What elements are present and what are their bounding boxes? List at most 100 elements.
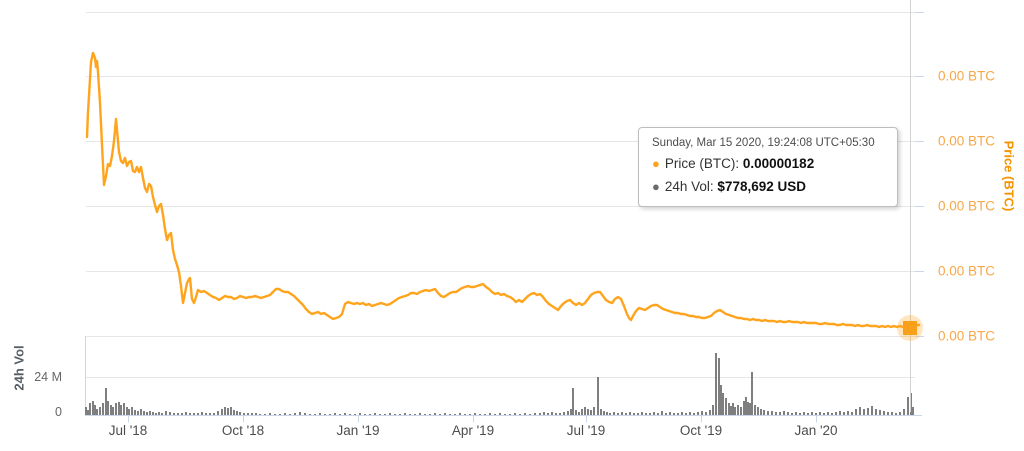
volume-bar — [264, 414, 266, 415]
volume-bar — [613, 412, 615, 415]
volume-bar — [87, 410, 89, 415]
volume-bar — [563, 412, 565, 415]
volume-bar — [158, 412, 160, 415]
volume-bar — [534, 413, 536, 415]
volume-bar — [213, 413, 215, 415]
volume-bar — [454, 414, 456, 415]
volume-bar — [514, 413, 516, 415]
volume-bar — [575, 410, 577, 415]
volume-bar — [581, 409, 583, 415]
volume-bar — [617, 413, 619, 415]
volume-bar — [689, 412, 691, 415]
volume-bar — [126, 407, 128, 415]
volume-bar — [474, 413, 476, 415]
volume-bar — [137, 411, 139, 415]
volume-bar — [529, 414, 531, 415]
volume-bar — [374, 413, 376, 415]
tooltip-price-label: Price (BTC): — [664, 156, 740, 171]
volume-bar — [863, 409, 865, 415]
volume-axis-tick-label: 24 M — [34, 370, 62, 384]
volume-bar — [369, 414, 371, 415]
volume-bar — [384, 414, 386, 415]
price-series-bullet-icon: ● — [652, 156, 660, 171]
volume-bar — [115, 403, 117, 415]
volume-bar — [567, 411, 569, 415]
volume-bar — [629, 412, 631, 415]
volume-bar — [831, 413, 833, 415]
volume-bar — [131, 407, 133, 415]
volume-bar — [879, 410, 881, 415]
volume-bar — [701, 411, 703, 415]
volume-bar — [289, 414, 291, 415]
x-axis-tick-label: Oct '19 — [679, 423, 723, 438]
volume-bar — [728, 403, 730, 415]
volume-bar — [799, 413, 801, 415]
volume-bar — [394, 414, 396, 415]
volume-bar — [94, 405, 96, 415]
volume-bar — [749, 403, 751, 415]
volume-bar — [907, 397, 909, 415]
volume-bar — [334, 413, 336, 415]
volume-bar — [389, 413, 391, 415]
volume-bar — [775, 412, 777, 415]
volume-bar — [725, 398, 727, 415]
volume-bar — [712, 405, 714, 415]
volume-bar — [251, 413, 253, 415]
volume-bar — [424, 414, 426, 415]
volume-bar — [649, 413, 651, 415]
volume-bar — [621, 412, 623, 415]
volume-bar — [233, 410, 235, 415]
volume-bar — [469, 414, 471, 415]
volume-bar — [324, 414, 326, 415]
volume-bar — [709, 410, 711, 415]
volume-bar — [539, 413, 541, 415]
volume-bar — [859, 407, 861, 415]
volume-bar — [177, 413, 179, 415]
volume-bar — [715, 353, 717, 415]
volume-bar — [570, 409, 572, 415]
volume-bar — [609, 413, 611, 415]
volume-bar — [751, 372, 753, 415]
volume-bar — [763, 410, 765, 415]
volume-bar — [274, 414, 276, 415]
volume-bar — [737, 405, 739, 415]
volume-bar — [807, 413, 809, 415]
volume-bar — [661, 411, 663, 415]
volume-bar — [899, 412, 901, 415]
volume-bar — [269, 413, 271, 415]
volume-bar — [803, 412, 805, 415]
tooltip: Sunday, Mar 15 2020, 19:24:08 UTC+05:30 … — [638, 127, 898, 207]
volume-bar — [606, 412, 608, 415]
volume-bar — [767, 411, 769, 415]
volume-bar — [720, 385, 722, 415]
volume-bar — [633, 413, 635, 415]
volume-bar — [811, 412, 813, 415]
volume-bar — [227, 408, 229, 415]
volume-bar — [499, 413, 501, 415]
volume-axis-tick-label: 0 — [55, 405, 62, 419]
volume-bar — [344, 413, 346, 415]
volume-bar — [143, 411, 145, 415]
volume-bar — [193, 413, 195, 415]
volume-bar — [349, 414, 351, 415]
volume-bar — [359, 413, 361, 415]
volume-bar — [855, 409, 857, 415]
tooltip-volume-value: $778,692 USD — [717, 179, 806, 194]
price-axis-tick-label: 0.00 BTC — [938, 198, 996, 214]
volume-bar — [600, 409, 602, 415]
volume-bar — [827, 412, 829, 415]
volume-bar — [489, 413, 491, 415]
volume-bar — [299, 412, 301, 415]
volume-bar — [760, 409, 762, 415]
tooltip-volume-row: ● 24h Vol: $778,692 USD — [652, 175, 885, 198]
volume-bar — [304, 413, 306, 415]
volume-bar — [224, 407, 226, 415]
volume-bar — [205, 413, 207, 415]
volume-series-bullet-icon: ● — [652, 179, 660, 194]
volume-bar — [524, 413, 526, 415]
volume-bar — [597, 377, 599, 415]
volume-bar — [230, 407, 232, 415]
hover-marker-icon — [903, 321, 917, 335]
volume-bar — [239, 412, 241, 415]
